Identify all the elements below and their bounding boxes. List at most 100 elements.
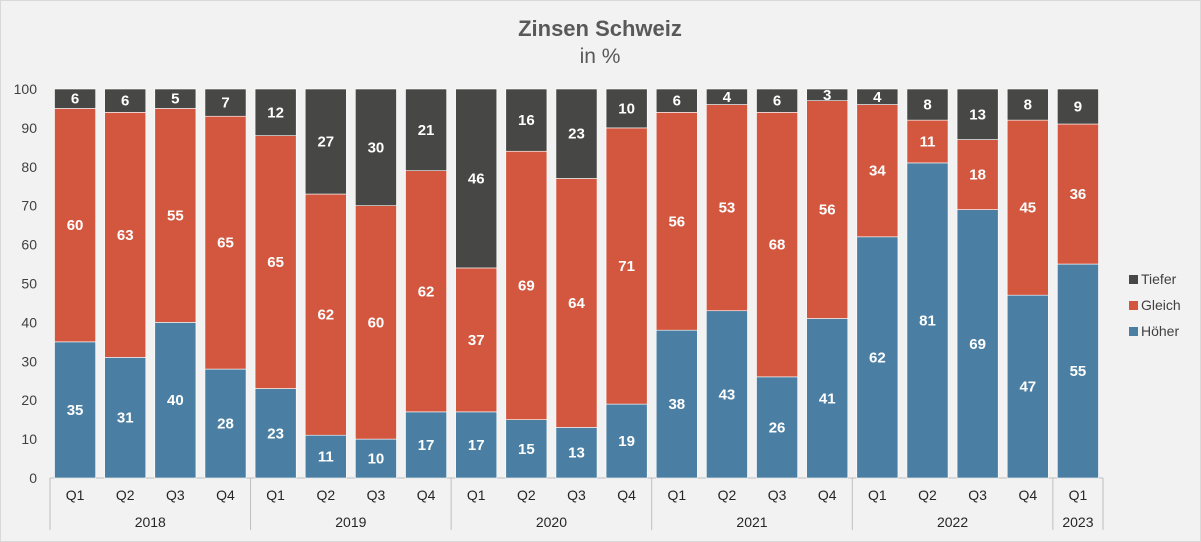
year-group-label: 2019	[335, 514, 366, 530]
data-label: 55	[167, 207, 184, 224]
data-label: 31	[117, 410, 134, 427]
data-label: 4	[723, 89, 732, 106]
data-label: 9	[1074, 99, 1082, 116]
bar-segment-gleich	[505, 150, 548, 420]
bar-segment-tiefer	[154, 88, 197, 109]
x-tick-label: Q4	[1018, 487, 1037, 503]
data-label: 53	[719, 200, 736, 217]
data-label: 68	[769, 237, 786, 254]
data-label: 5	[171, 91, 179, 108]
bar-segment-gleich	[555, 178, 598, 428]
bar-segment-tiefer	[304, 88, 347, 195]
y-tick-label: 70	[21, 198, 37, 214]
bar-segment-gleich	[655, 112, 698, 331]
x-tick-label: Q3	[768, 487, 787, 503]
data-label: 8	[923, 97, 931, 114]
data-label: 62	[869, 349, 886, 366]
data-label: 26	[769, 419, 786, 436]
bar-segment-h-her	[254, 388, 297, 479]
data-label: 46	[468, 170, 485, 187]
data-label: 12	[267, 104, 284, 121]
legend-label: Tiefer	[1141, 271, 1177, 287]
legend-label: Höher	[1141, 323, 1179, 339]
data-label: 18	[969, 167, 986, 184]
year-group-label: 2020	[536, 514, 567, 530]
bar-segment-h-her	[54, 341, 96, 479]
bar-segment-tiefer	[104, 88, 147, 113]
x-tick-label: Q1	[266, 487, 285, 503]
bar-segment-tiefer	[1006, 88, 1049, 121]
data-label: 34	[869, 163, 886, 180]
x-tick-label: Q2	[116, 487, 135, 503]
data-label: 6	[121, 93, 129, 110]
bar-segment-h-her	[756, 376, 798, 479]
y-tick-label: 60	[21, 237, 37, 253]
x-tick-label: Q2	[718, 487, 737, 503]
x-tick-label: Q4	[818, 487, 837, 503]
y-tick-label: 50	[21, 276, 37, 292]
data-label: 69	[969, 336, 986, 353]
bar-segment-gleich	[204, 115, 247, 370]
bar-segment-h-her	[655, 329, 698, 479]
bar-segment-tiefer	[806, 88, 849, 101]
y-tick-label: 30	[21, 353, 37, 369]
data-label: 28	[217, 416, 234, 433]
data-label: 19	[618, 433, 635, 450]
x-tick-label: Q2	[517, 487, 536, 503]
bar-segment-tiefer	[655, 88, 698, 113]
bar-segment-gleich	[756, 112, 798, 378]
bar-segment-tiefer	[906, 88, 949, 121]
bar-segment-tiefer	[1057, 88, 1099, 125]
x-tick-label: Q1	[1069, 487, 1088, 503]
data-label: 63	[117, 227, 134, 244]
year-group-label: 2023	[1062, 514, 1093, 530]
bar-segment-tiefer	[756, 88, 798, 113]
data-label: 62	[317, 307, 334, 324]
bar-segment-gleich	[605, 127, 648, 405]
bar-segment-h-her	[505, 419, 548, 479]
bar-segment-tiefer	[405, 88, 447, 171]
bar-segment-gleich	[154, 108, 197, 323]
bar-segment-gleich	[54, 108, 96, 343]
data-label: 35	[67, 402, 84, 419]
bar-segment-gleich	[104, 112, 147, 358]
data-label: 71	[618, 258, 635, 275]
x-tick-label: Q3	[166, 487, 185, 503]
y-tick-label: 10	[21, 431, 37, 447]
data-label: 55	[1070, 363, 1087, 380]
data-label: 15	[518, 441, 535, 458]
data-label: 47	[1019, 379, 1036, 396]
chart-title: Zinsen Schweiz	[518, 16, 682, 41]
data-label: 7	[221, 95, 229, 112]
data-label: 13	[568, 445, 585, 462]
x-tick-label: Q3	[367, 487, 386, 503]
bar-segment-gleich	[355, 205, 397, 440]
data-label: 60	[368, 314, 385, 331]
bar-segment-tiefer	[204, 88, 247, 117]
bar-segment-h-her	[104, 357, 147, 479]
legend-swatch	[1129, 327, 1138, 336]
data-label: 6	[71, 91, 79, 108]
data-label: 4	[873, 89, 882, 106]
data-label: 13	[969, 106, 986, 123]
bar-segment-h-her	[906, 162, 949, 479]
year-group-label: 2021	[736, 514, 767, 530]
y-tick-label: 0	[29, 470, 37, 486]
data-label: 21	[418, 122, 435, 139]
bar-segment-gleich	[706, 104, 748, 312]
bar-segment-h-her	[405, 411, 447, 479]
data-label: 11	[318, 449, 334, 466]
data-label: 81	[919, 312, 936, 329]
data-label: 27	[317, 134, 334, 151]
x-tick-label: Q3	[567, 487, 586, 503]
x-tick-label: Q4	[216, 487, 235, 503]
data-label: 23	[568, 126, 585, 143]
x-tick-label: Q1	[467, 487, 486, 503]
data-label: 17	[468, 437, 485, 454]
x-tick-label: Q2	[316, 487, 335, 503]
bar-segment-h-her	[355, 438, 397, 479]
data-label: 62	[418, 283, 435, 300]
y-tick-label: 40	[21, 314, 37, 330]
data-label: 64	[568, 295, 585, 312]
x-tick-label: Q2	[918, 487, 937, 503]
